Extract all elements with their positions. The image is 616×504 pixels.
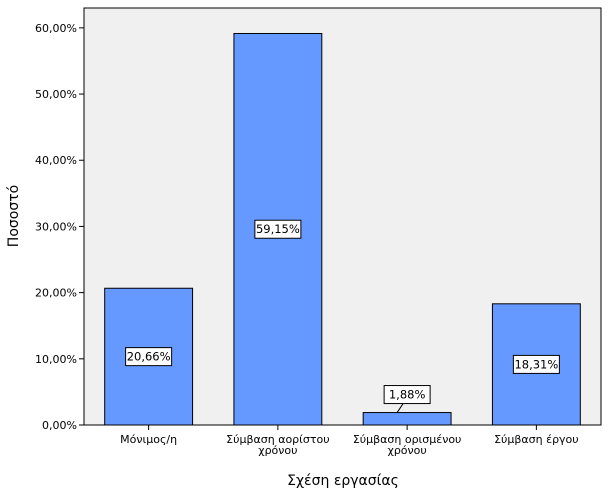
y-tick-label: 40,00% [35,154,77,167]
data-label: 18,31% [514,357,558,371]
x-axis-title: Σχέση εργασίας [287,473,399,489]
x-tick-label: Σύμβαση ορισμένου [353,433,462,446]
x-tick-label: χρόνου [258,444,297,457]
x-tick-label: Σύμβαση αορίστου [226,433,329,446]
y-tick-label: 50,00% [35,88,77,101]
x-tick-label: Μόνιμος/η [120,433,177,446]
data-label-box [254,219,302,239]
y-axis-title: Ποσοστό [6,185,22,247]
data-label: 20,66% [127,350,171,364]
data-label-box [512,354,560,374]
x-tick-label: χρόνου [387,444,426,457]
data-label-box [125,347,173,367]
y-tick-label: 60,00% [35,22,77,35]
y-tick-label: 30,00% [35,220,77,233]
y-axis: 0,00% 10,00% 20,00% 30,00% 40,00% 50,00% 60,00… [35,22,84,432]
data-label-box [383,385,431,405]
y-tick-label: 10,00% [35,353,77,366]
y-tick-label: 20,00% [35,287,77,300]
x-tick-label: Σύμβαση έργου [494,433,579,446]
data-labels: 20,66% 59,15% 1,88% 18,31% [125,219,560,413]
y-tick-label: 0,00% [42,419,77,432]
data-label: 59,15% [256,222,300,236]
data-label-leader [396,403,404,413]
bar [362,412,452,426]
data-label: 1,88% [389,388,426,402]
